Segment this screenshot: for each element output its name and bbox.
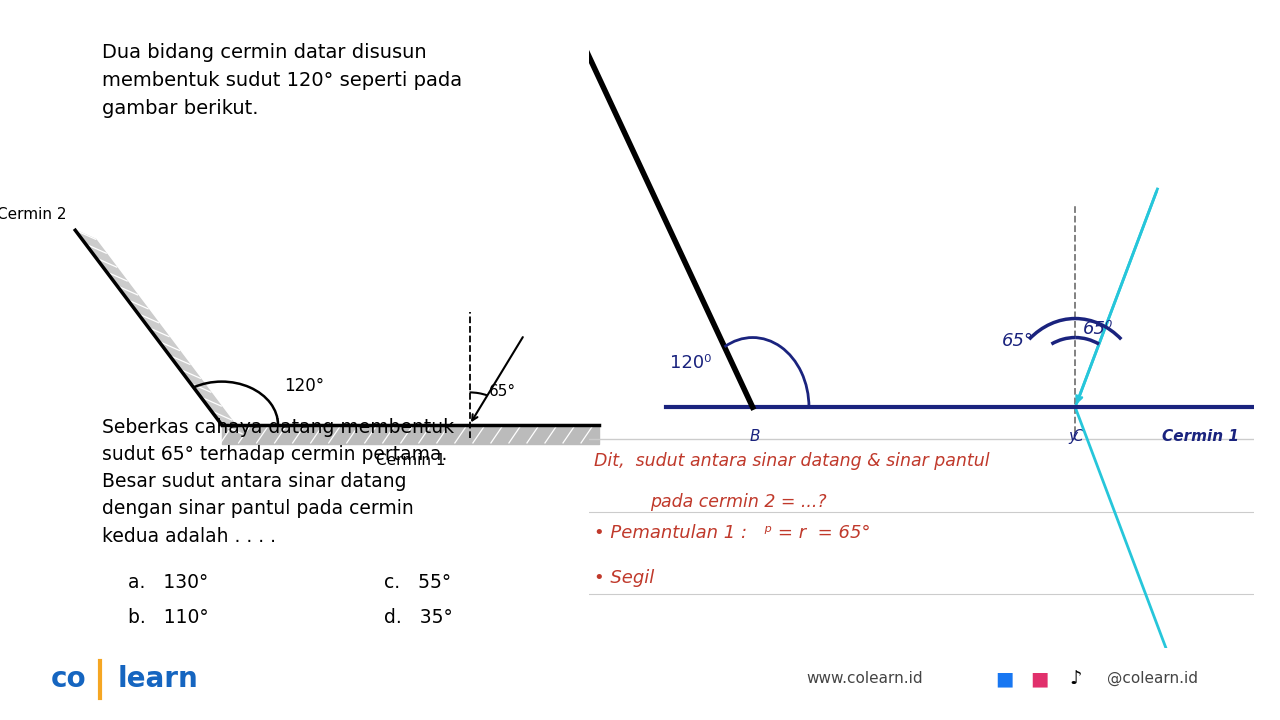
- Text: ■: ■: [1030, 670, 1048, 688]
- Text: 120°: 120°: [284, 377, 324, 395]
- Text: • Segil: • Segil: [594, 569, 654, 587]
- Text: ■: ■: [996, 670, 1014, 688]
- Text: Cermin 1: Cermin 1: [1162, 429, 1239, 444]
- Text: www.colearn.id: www.colearn.id: [806, 671, 923, 686]
- Text: 65⁰: 65⁰: [1083, 320, 1114, 338]
- Text: Cermin 2: Cermin 2: [0, 207, 67, 222]
- Text: learn: learn: [118, 665, 198, 693]
- Text: @colearn.id: @colearn.id: [1107, 671, 1198, 686]
- Polygon shape: [76, 230, 242, 434]
- Text: • Pemantulan 1 :   ᵖ = r  = 65°: • Pemantulan 1 : ᵖ = r = 65°: [594, 524, 870, 542]
- Text: 65°: 65°: [489, 384, 516, 399]
- Text: co: co: [51, 665, 87, 693]
- Text: y: y: [1068, 429, 1078, 444]
- Text: Dua bidang cermin datar disusun
membentuk sudut 120° seperti pada
gambar berikut: Dua bidang cermin datar disusun membentu…: [102, 43, 462, 118]
- Text: C: C: [1073, 429, 1083, 444]
- Text: a.   130°: a. 130°: [128, 573, 209, 592]
- Text: d.   35°: d. 35°: [384, 608, 453, 626]
- Text: Dit,  sudut antara sinar datang & sinar pantul: Dit, sudut antara sinar datang & sinar p…: [594, 451, 989, 469]
- Text: B: B: [750, 429, 760, 444]
- Text: pada cermin 2 = ...?: pada cermin 2 = ...?: [650, 492, 827, 510]
- Text: c.   55°: c. 55°: [384, 573, 451, 592]
- Text: 120⁰: 120⁰: [671, 354, 712, 372]
- Text: ♪: ♪: [1069, 670, 1082, 688]
- Text: Cermin 1: Cermin 1: [375, 453, 445, 468]
- Text: Seberkas cahaya datang membentuk
sudut 65° terhadap cermin pertama.
Besar sudut : Seberkas cahaya datang membentuk sudut 6…: [102, 418, 454, 546]
- Text: b.   110°: b. 110°: [128, 608, 209, 626]
- Text: 65°: 65°: [1002, 332, 1034, 350]
